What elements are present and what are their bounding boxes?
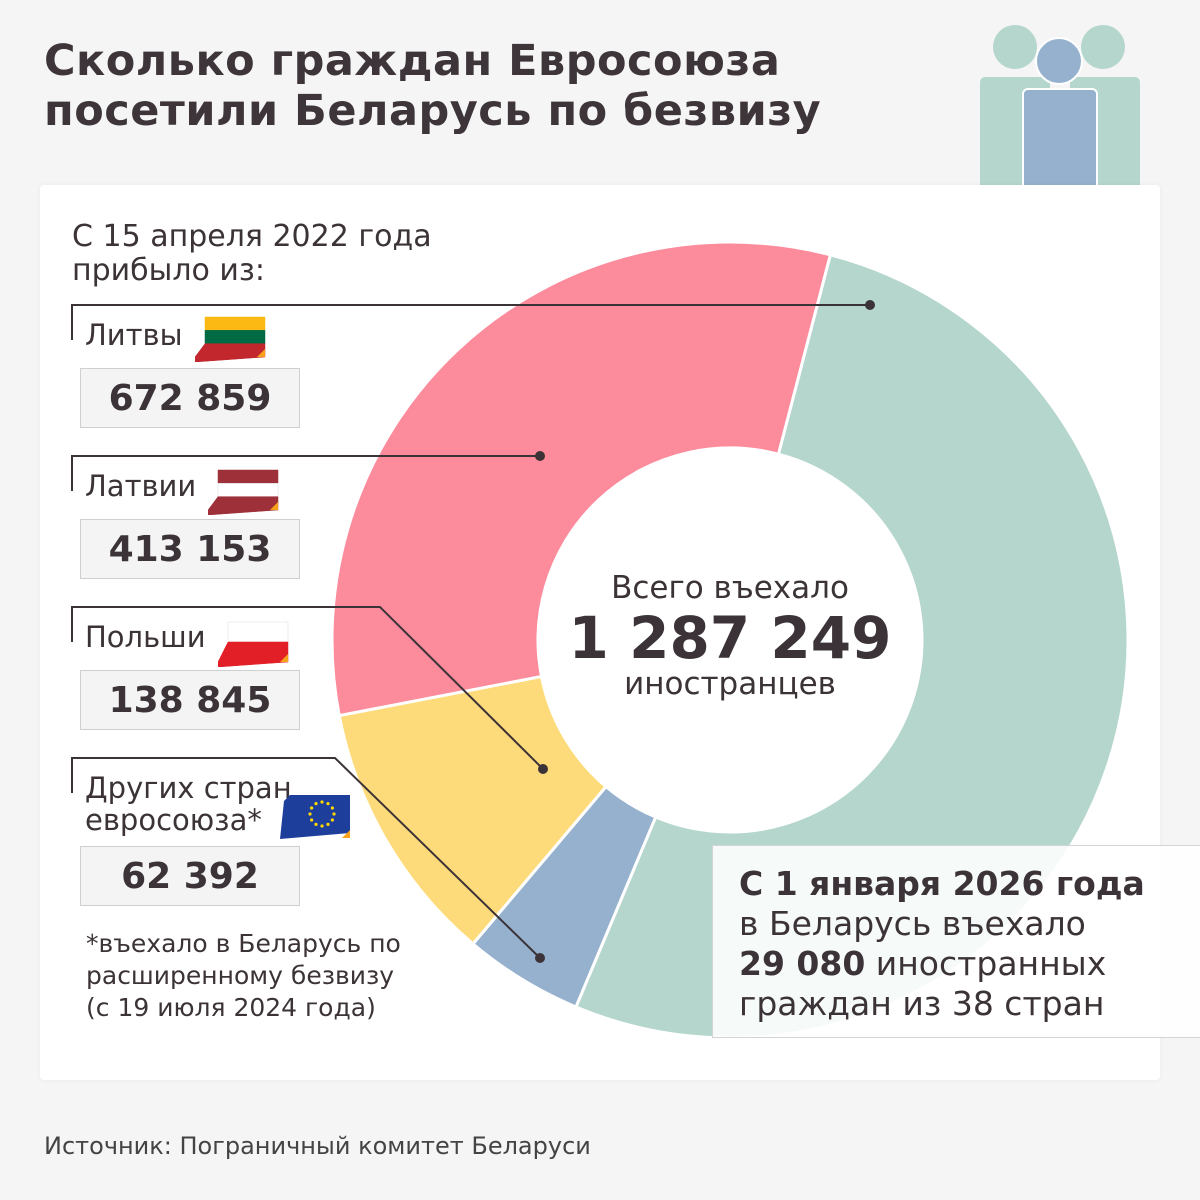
people-group-icon bbox=[980, 25, 1140, 222]
leader-line bbox=[71, 304, 870, 340]
donut-slice-1 bbox=[330, 240, 833, 718]
leader-line bbox=[71, 455, 540, 491]
country-value: 138 845 bbox=[80, 670, 300, 730]
leader-dot bbox=[865, 300, 875, 310]
page-title: Сколько граждан Евросоюза посетили Белар… bbox=[44, 36, 822, 136]
lithuania-flag bbox=[195, 316, 266, 362]
poland-flag bbox=[218, 621, 289, 667]
leader-line bbox=[71, 757, 541, 959]
donut-slice-2 bbox=[337, 674, 609, 946]
country-label: Польши bbox=[85, 620, 206, 654]
latvia-flag bbox=[208, 469, 279, 515]
total-value: 1 287 249 bbox=[568, 604, 892, 672]
chart-subtitle: С 15 апреля 2022 года прибыло из: bbox=[72, 219, 432, 288]
country-label: Других стран евросоюза* bbox=[85, 771, 292, 837]
country-value: 672 859 bbox=[80, 368, 300, 428]
donut-center-label: Всего въехало 1 287 249 иностранцев bbox=[538, 570, 922, 700]
info-box: С 1 января 2026 года в Беларусь въехало … bbox=[712, 845, 1200, 1038]
country-label: Латвии bbox=[85, 469, 197, 503]
footnote: *въехало в Беларусь по расширенному безв… bbox=[86, 929, 401, 1022]
eu-flag bbox=[280, 795, 350, 839]
source-note: Источник: Пограничный комитет Беларуси bbox=[44, 1132, 591, 1160]
country-value: 413 153 bbox=[80, 519, 300, 579]
country-label: Литвы bbox=[85, 318, 183, 352]
leader-dot bbox=[535, 451, 545, 461]
leader-dot bbox=[538, 764, 548, 774]
leader-line bbox=[71, 606, 544, 770]
leader-dot bbox=[535, 953, 545, 963]
country-value: 62 392 bbox=[80, 846, 300, 906]
